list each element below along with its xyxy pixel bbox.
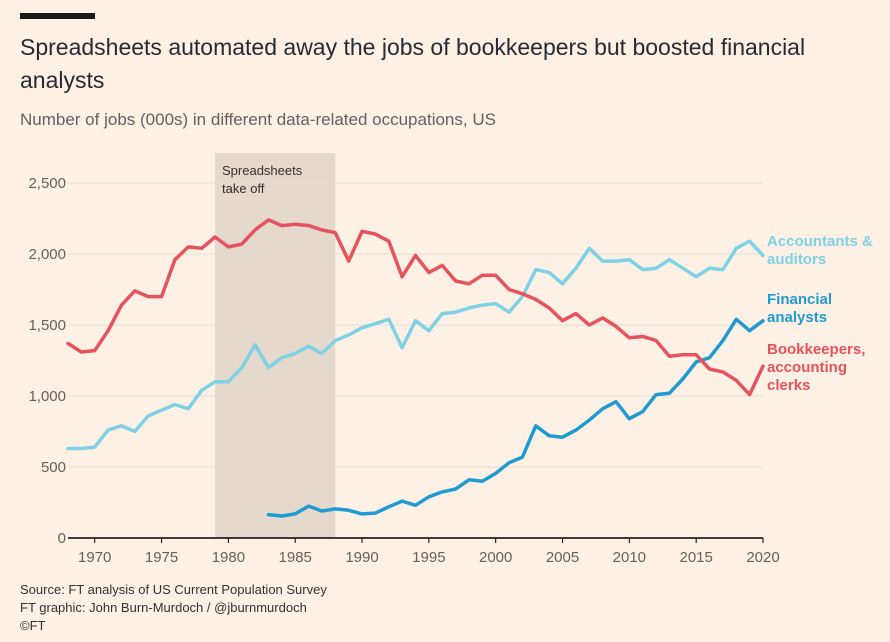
graphic-credit: FT graphic: John Burn-Murdoch / @jburnmu… (20, 600, 307, 615)
y-tick-label: 0 (58, 530, 66, 547)
y-tick-label: 500 (41, 459, 66, 476)
y-tick-label: 1,500 (28, 317, 66, 334)
series-label-bookkeepers-accounting-clerks: clerks (767, 377, 810, 394)
x-tick-label: 1975 (145, 549, 178, 566)
chart-subtitle: Number of jobs (000s) in different data-… (20, 110, 496, 129)
source-note: Source: FT analysis of US Current Popula… (20, 582, 327, 597)
shaded-period-label: Spreadsheets (222, 163, 303, 178)
chart-title: Spreadsheets automated away the jobs of … (20, 34, 806, 93)
series-line-accountants-auditors (66, 239, 765, 451)
x-tick-label: 2005 (546, 549, 579, 566)
shaded-period-label: take off (222, 181, 265, 196)
series-line-bookkeepers-accounting-clerks (66, 218, 765, 397)
shaded-period (215, 153, 336, 538)
x-tick-label: 1970 (78, 549, 111, 566)
series-label-bookkeepers-accounting-clerks: Bookkeepers, (767, 341, 865, 358)
y-tick-label: 1,000 (28, 388, 66, 405)
ft-copyright: ©FT (20, 618, 46, 633)
footer: Source: FT analysis of US Current Popula… (20, 581, 327, 635)
series-label-accountants-auditors: auditors (767, 251, 826, 268)
x-tick-label: 2000 (479, 549, 512, 566)
y-tick-label: 2,000 (28, 246, 66, 263)
x-tick-label: 2015 (679, 549, 712, 566)
x-tick-label: 1980 (212, 549, 245, 566)
series-label-accountants-auditors: Accountants & (767, 233, 873, 250)
series-line-financial-analysts (266, 317, 765, 518)
brand-bar (20, 13, 95, 19)
y-tick-label: 2,500 (28, 175, 66, 192)
x-tick-label: 1985 (279, 549, 312, 566)
x-tick-label: 1990 (345, 549, 378, 566)
series-label-financial-analysts: Financial (767, 291, 832, 308)
x-tick-label: 2010 (613, 549, 646, 566)
series-label-bookkeepers-accounting-clerks: accounting (767, 359, 847, 376)
x-tick-label: 1995 (412, 549, 445, 566)
series-label-financial-analysts: analysts (767, 309, 827, 326)
x-tick-label: 2020 (746, 549, 779, 566)
